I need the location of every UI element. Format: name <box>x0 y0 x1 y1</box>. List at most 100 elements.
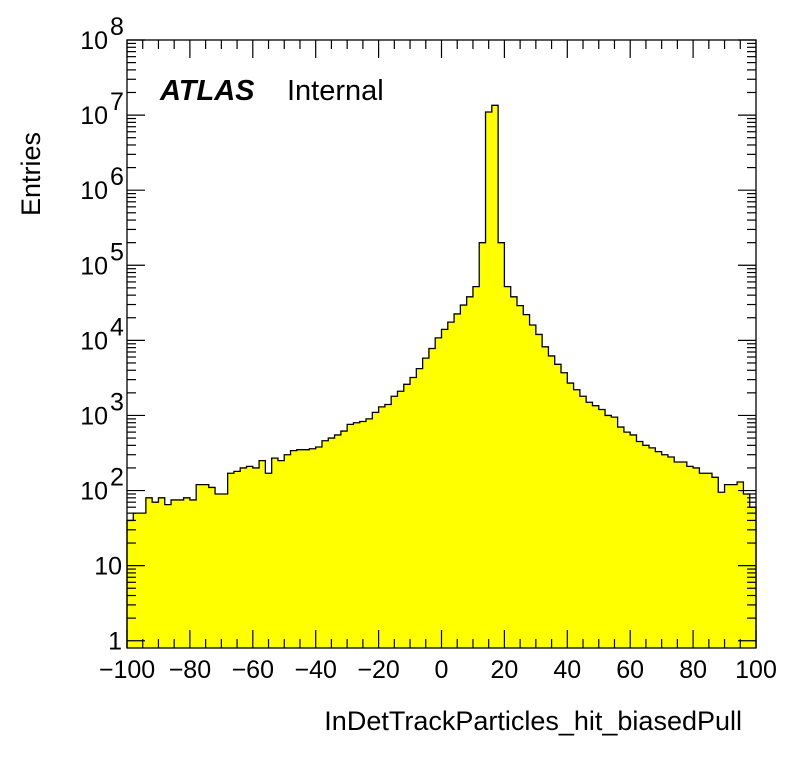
y-tick-exponent: 5 <box>110 238 124 266</box>
histogram-bin <box>579 396 587 648</box>
histogram-bin <box>164 504 172 648</box>
atlas-label: ATLAS <box>159 75 255 107</box>
histogram-bin <box>422 358 430 648</box>
histogram-bin <box>196 484 203 648</box>
histogram-bin <box>485 111 493 649</box>
histogram-bin <box>265 473 273 648</box>
histogram-bin <box>315 447 323 648</box>
histogram-bin <box>718 492 725 648</box>
histogram-bin <box>636 441 644 648</box>
histogram-bin <box>561 372 568 648</box>
y-tick-label: 10 <box>80 252 108 280</box>
histogram-bin <box>347 424 354 648</box>
histogram-bin <box>290 450 298 648</box>
histogram-bin <box>623 432 631 648</box>
histogram-bin <box>328 438 335 648</box>
y-axis-ticks <box>127 39 756 642</box>
histogram-bin <box>133 513 140 648</box>
histogram-bin <box>711 477 719 648</box>
histogram-bin <box>743 493 751 648</box>
histogram-bin <box>642 445 650 648</box>
histogram-bin <box>259 460 266 648</box>
histogram-bin <box>246 466 254 648</box>
y-tick-exponent: 6 <box>110 163 124 191</box>
x-tick-label: −60 <box>232 656 274 684</box>
histogram-bin <box>139 513 147 648</box>
histogram-bin <box>548 355 556 648</box>
histogram-bin <box>397 391 405 648</box>
histogram-bin <box>523 314 530 648</box>
histogram-bin <box>730 484 738 648</box>
histogram-bin <box>567 383 574 648</box>
y-tick-exponent: 7 <box>110 88 124 116</box>
x-tick-label: −100 <box>99 656 155 684</box>
x-tick-label: 80 <box>679 656 707 684</box>
histogram-bin <box>529 325 537 648</box>
histogram-outline <box>126 104 757 648</box>
histogram-bin <box>240 467 247 648</box>
x-tick-label: −80 <box>169 656 211 684</box>
histogram-bin <box>498 242 505 648</box>
histogram-bin <box>177 499 185 648</box>
y-tick-label: 10 <box>80 177 108 205</box>
histogram-bin <box>284 454 291 648</box>
histogram-bin <box>359 421 367 648</box>
histogram-bin <box>296 449 304 648</box>
histogram-bin <box>630 434 637 648</box>
histogram-bin <box>737 481 744 648</box>
histogram-bin <box>491 105 499 648</box>
histogram-bin <box>303 449 310 648</box>
histogram-bin <box>504 286 512 648</box>
y-tick-label: 10 <box>80 478 108 506</box>
histogram-bin <box>542 346 549 648</box>
histogram-bin <box>378 406 386 648</box>
histogram-bin <box>127 520 134 648</box>
histogram-bin <box>674 461 681 648</box>
x-tick-label: 20 <box>490 656 518 684</box>
histogram-bin <box>693 467 700 648</box>
histogram-bin <box>183 497 191 648</box>
histogram-bin <box>403 384 411 648</box>
histogram-bin <box>655 451 663 648</box>
histogram-bin <box>353 422 361 648</box>
histogram-bin <box>466 296 474 648</box>
y-tick-label: 1 <box>108 628 122 656</box>
histogram-bin <box>391 396 398 648</box>
histogram-bin <box>208 487 216 648</box>
y-tick-label: 10 <box>80 102 108 130</box>
histogram-bin <box>416 368 424 648</box>
histogram-bin <box>661 454 669 648</box>
y-axis-title: Entries <box>16 132 46 216</box>
histogram-bin <box>705 473 713 648</box>
histogram-bin <box>535 334 543 648</box>
x-tick-label: 60 <box>616 656 644 684</box>
y-tick-exponent: 8 <box>110 13 124 41</box>
histogram-bin <box>152 502 159 648</box>
histogram-bin <box>435 337 442 648</box>
histogram-bin <box>233 471 241 648</box>
histogram-bin <box>252 467 260 648</box>
histogram-bin <box>441 329 449 648</box>
histogram-bin <box>516 305 524 648</box>
histogram-bin <box>460 305 468 648</box>
histogram-bin <box>592 405 600 648</box>
x-tick-label: 40 <box>553 656 581 684</box>
x-axis-title: InDetTrackParticles_hit_biasedPull <box>324 706 742 736</box>
histogram-bin <box>215 493 222 648</box>
histogram-bin <box>479 242 486 648</box>
histogram-bin <box>510 296 518 648</box>
histogram-bin <box>372 412 379 648</box>
histogram-bin <box>605 415 612 648</box>
x-tick-label: 100 <box>735 656 777 684</box>
y-tick-label: 10 <box>94 553 122 581</box>
histogram-bin <box>454 313 461 648</box>
histogram-bin <box>321 440 329 648</box>
internal-label: Internal <box>287 75 384 107</box>
histogram-bin <box>366 418 373 648</box>
histogram-bin <box>309 448 317 648</box>
x-tick-label: −20 <box>357 656 399 684</box>
histogram-bin <box>189 499 197 648</box>
x-tick-label: 0 <box>435 656 449 684</box>
histogram-bin <box>699 473 707 648</box>
